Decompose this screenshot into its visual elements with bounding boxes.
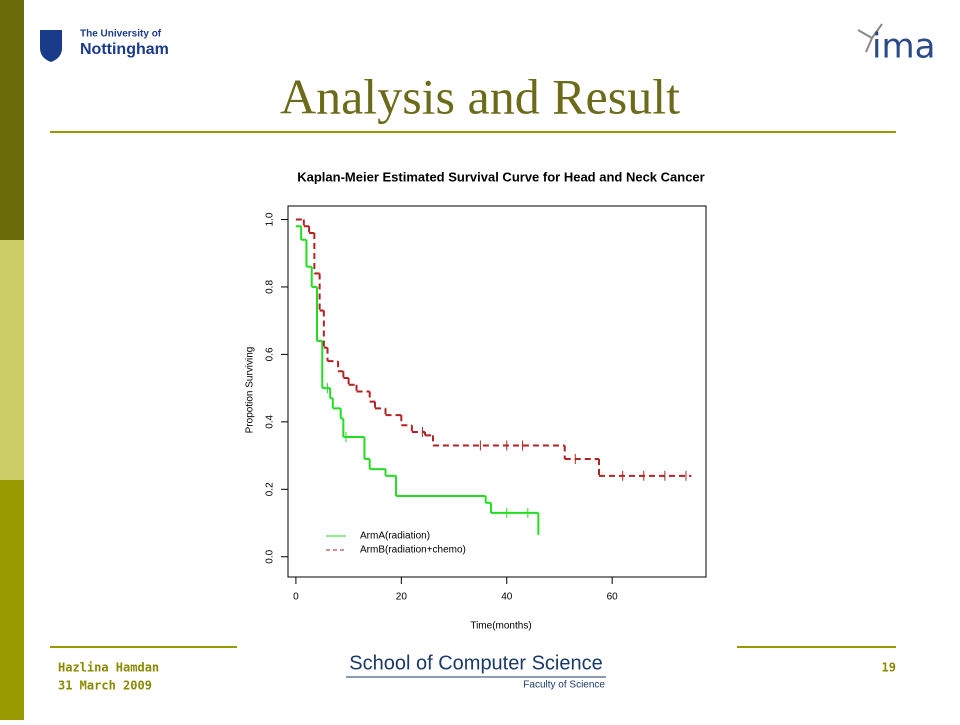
y-tick-label: 0.4 bbox=[265, 414, 276, 428]
y-tick-label: 0.8 bbox=[265, 280, 276, 294]
shield bbox=[40, 30, 62, 62]
ima-logo: ima bbox=[857, 23, 935, 67]
sidebar-bottom bbox=[0, 480, 24, 720]
legend-label: ArmB(radiation+chemo) bbox=[360, 545, 466, 556]
faculty: Faculty of Science bbox=[523, 680, 605, 691]
chart: Kaplan-Meier Estimated Survival Curve fo… bbox=[245, 169, 707, 632]
y-tick-label: 0.0 bbox=[265, 549, 276, 563]
chart-title: Kaplan-Meier Estimated Survival Curve fo… bbox=[297, 169, 704, 184]
x-tick-label: 40 bbox=[501, 592, 513, 603]
x-tick-label: 20 bbox=[396, 592, 408, 603]
school: School of Computer Science bbox=[349, 652, 602, 674]
x-tick-label: 0 bbox=[293, 592, 299, 603]
date: 31 March 2009 bbox=[58, 679, 152, 693]
y-axis-label: Propotion Surviving bbox=[245, 347, 256, 434]
logo-line2: Nottingham bbox=[80, 41, 169, 58]
plot-frame bbox=[287, 205, 707, 578]
ima-text: ima bbox=[872, 27, 935, 67]
y-tick-label: 1.0 bbox=[265, 212, 276, 226]
logo-line1: The University of bbox=[80, 29, 162, 40]
author: Hazlina Hamdan bbox=[58, 661, 159, 675]
university-logo: The University of Nottingham bbox=[40, 29, 169, 62]
sidebar-middle bbox=[0, 240, 24, 480]
x-tick-label: 60 bbox=[607, 592, 619, 603]
sidebar-top bbox=[0, 0, 24, 240]
page-number: 19 bbox=[882, 661, 896, 675]
x-axis-label: Time(months) bbox=[470, 621, 531, 632]
y-tick-label: 0.2 bbox=[265, 482, 276, 496]
legend-label: ArmA(radiation) bbox=[360, 531, 430, 542]
logo-graphic bbox=[857, 23, 883, 53]
slide-title: Analysis and Result bbox=[280, 68, 680, 124]
y-tick-label: 0.6 bbox=[265, 347, 276, 361]
